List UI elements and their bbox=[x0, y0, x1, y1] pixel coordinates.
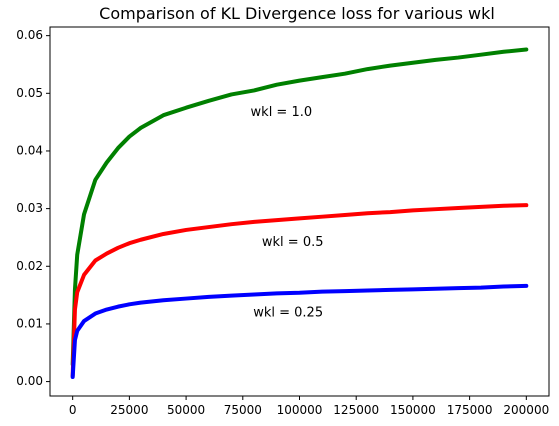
y-tick-label: 0.00 bbox=[16, 374, 43, 388]
series-line-1 bbox=[70, 47, 529, 367]
annotation-label-2: wkl = 0.5 bbox=[262, 235, 324, 250]
y-tick-label: 0.02 bbox=[16, 259, 43, 273]
chart-title: Comparison of KL Divergence loss for var… bbox=[99, 4, 495, 23]
annotation-label-3: wkl = 0.25 bbox=[253, 305, 323, 320]
x-tick-label: 75000 bbox=[224, 403, 262, 417]
annotation-layer: wkl = 1.0 wkl = 0.5 wkl = 0.25 bbox=[251, 105, 324, 321]
x-tick-label: 150000 bbox=[390, 403, 436, 417]
series-layer bbox=[70, 47, 529, 379]
x-tick-label: 100000 bbox=[277, 403, 323, 417]
x-tick-label: 50000 bbox=[167, 403, 205, 417]
x-tick-label: 125000 bbox=[333, 403, 379, 417]
axes: 0 25000 50000 75000 100000 125000 150000 175000… bbox=[16, 26, 550, 417]
x-tick-label: 200000 bbox=[503, 403, 549, 417]
annotation-label-1: wkl = 1.0 bbox=[251, 105, 313, 120]
y-tick-label: 0.06 bbox=[16, 28, 43, 42]
y-tick-label: 0.04 bbox=[16, 143, 43, 157]
y-tick-label: 0.05 bbox=[16, 86, 43, 100]
x-tick-label: 175000 bbox=[447, 403, 493, 417]
series-line-3 bbox=[70, 283, 529, 379]
x-tick-label: 0 bbox=[69, 403, 77, 417]
series-line-2 bbox=[70, 203, 529, 378]
y-tick-label: 0.03 bbox=[16, 201, 43, 215]
y-tick-label: 0.01 bbox=[16, 316, 43, 330]
x-tick-label: 25000 bbox=[110, 403, 148, 417]
